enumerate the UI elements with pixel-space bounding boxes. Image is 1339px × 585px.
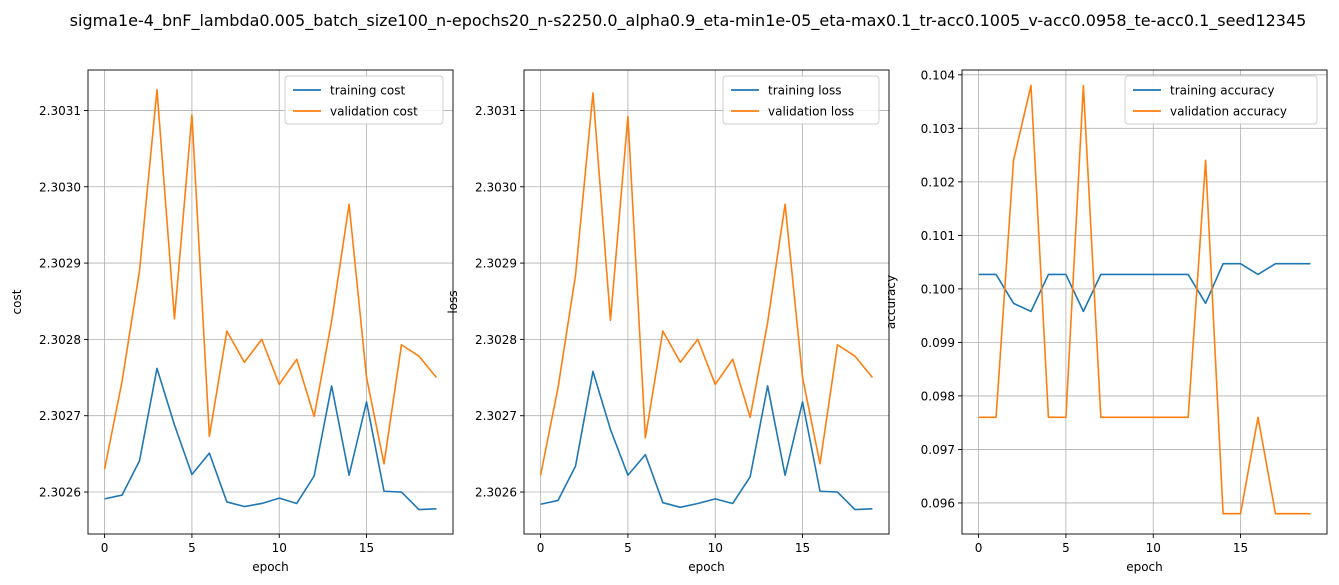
series-line-2 — [539, 92, 874, 476]
x-tick-label: 10 — [708, 541, 723, 555]
subplots: 0 5 10 15 2.3026 2.3027 2.3028 2.3029 2.3030 2.30… — [10, 68, 1328, 574]
y-tick-label: 2.3031 — [39, 104, 81, 118]
y-tick-label: 0.101 — [921, 229, 955, 243]
y-tick-label: 2.3026 — [475, 486, 517, 500]
y-tick-label: 2.3030 — [475, 180, 517, 194]
series-line-2 — [103, 89, 438, 470]
legend: training loss validation loss — [722, 75, 880, 125]
y-tick-label: 2.3028 — [39, 333, 81, 347]
legend-label-1: training loss — [768, 84, 841, 98]
x-tick-label: 0 — [975, 541, 983, 555]
series-line-1 — [104, 367, 437, 511]
y-tick-label: 2.3027 — [475, 409, 517, 423]
legend-box — [1124, 75, 1318, 125]
legend-label-2: validation cost — [330, 105, 418, 119]
figure-title: sigma1e-4_bnF_lambda0.005_batch_size100_… — [70, 11, 1307, 31]
x-tick-label: 15 — [795, 541, 810, 555]
legend-label-1: training cost — [330, 84, 405, 98]
y-tick-label: 0.100 — [921, 282, 955, 296]
legend-label-2: validation accuracy — [1170, 105, 1287, 119]
series-line-2 — [978, 84, 1311, 515]
x-tick-label: 5 — [624, 541, 632, 555]
y-tick-label: 0.104 — [921, 68, 955, 82]
y-axis-label: cost — [10, 289, 24, 314]
subplot-accuracy: 0 5 10 15 0.096 0.097 0.098 0.099 0.100 0.101 0.10… — [884, 68, 1328, 574]
legend-label-2: validation loss — [768, 105, 854, 119]
x-axis-label: epoch — [688, 560, 725, 574]
x-tick-label: 10 — [272, 541, 287, 555]
axes-frame — [961, 69, 1328, 535]
y-tick-label: 2.3029 — [39, 257, 81, 271]
legend-box — [284, 75, 444, 125]
x-tick-label: 10 — [1146, 541, 1161, 555]
x-axis-label: epoch — [1126, 560, 1163, 574]
x-tick-label: 15 — [1233, 541, 1248, 555]
y-tick-label: 2.3031 — [475, 104, 517, 118]
x-tick-label: 0 — [101, 541, 109, 555]
legend-label-1: training accuracy — [1170, 84, 1274, 98]
legend-box — [722, 75, 880, 125]
y-tick-label: 2.3029 — [475, 257, 517, 271]
y-tick-label: 2.3028 — [475, 333, 517, 347]
y-tick-label: 2.3030 — [39, 180, 81, 194]
y-tick-label: 0.097 — [921, 443, 955, 457]
y-axis-label: loss — [446, 290, 460, 313]
x-axis-label: epoch — [252, 560, 289, 574]
legend: training accuracy validation accuracy — [1124, 75, 1318, 125]
x-tick-label: 5 — [1062, 541, 1070, 555]
series-line-1 — [978, 262, 1311, 313]
y-tick-label: 0.099 — [921, 336, 955, 350]
subplot-loss: 0 5 10 15 2.3026 2.3027 2.3028 2.3029 2.3030 2.30… — [446, 69, 890, 574]
series-line-1 — [540, 370, 873, 511]
axes-frame — [523, 69, 890, 535]
y-tick-label: 0.098 — [921, 389, 955, 403]
subplot-cost: 0 5 10 15 2.3026 2.3027 2.3028 2.3029 2.3030 2.30… — [10, 69, 454, 574]
x-tick-label: 5 — [188, 541, 196, 555]
y-tick-label: 2.3026 — [39, 486, 81, 500]
axes-frame — [87, 69, 454, 535]
x-tick-label: 15 — [359, 541, 374, 555]
y-tick-label: 0.103 — [921, 122, 955, 136]
y-tick-label: 0.096 — [921, 496, 955, 510]
legend: training cost validation cost — [284, 75, 444, 125]
y-tick-label: 0.102 — [921, 175, 955, 189]
x-tick-label: 0 — [537, 541, 545, 555]
y-axis-label: accuracy — [884, 275, 898, 329]
y-tick-label: 2.3027 — [39, 409, 81, 423]
